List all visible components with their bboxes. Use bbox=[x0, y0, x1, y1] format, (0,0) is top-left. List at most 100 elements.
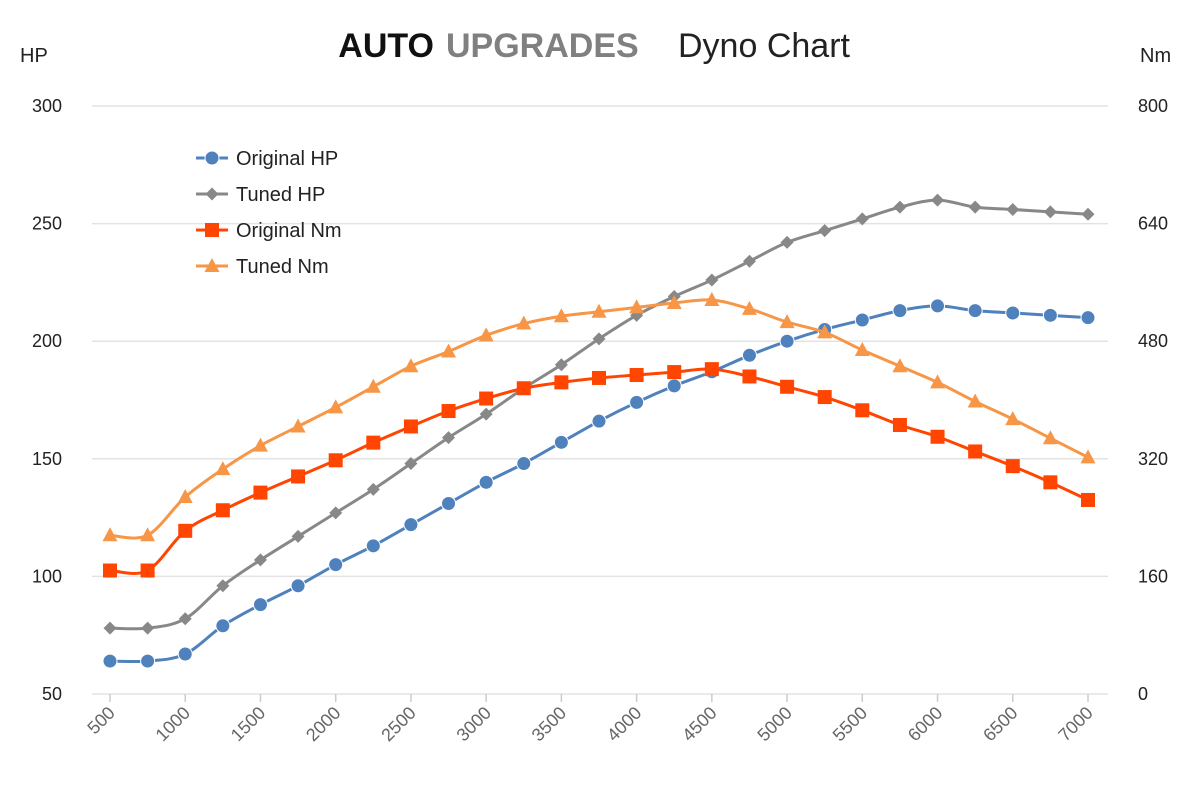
right-tick-label: 480 bbox=[1138, 331, 1168, 351]
x-tick-label: 2500 bbox=[377, 703, 419, 745]
data-point-original-hp bbox=[290, 578, 306, 594]
left-tick-label: 300 bbox=[32, 96, 62, 116]
data-point-original-nm bbox=[629, 368, 644, 383]
data-point-original-nm bbox=[441, 404, 456, 419]
data-point-tuned-hp bbox=[253, 553, 267, 567]
data-point-original-hp bbox=[478, 474, 494, 490]
data-point-original-nm bbox=[366, 435, 381, 450]
data-point-tuned-hp bbox=[216, 579, 230, 593]
legend-label: Tuned HP bbox=[236, 184, 325, 206]
data-point-tuned-hp bbox=[968, 200, 982, 214]
legend-marker bbox=[205, 223, 219, 237]
data-point-tuned-nm bbox=[779, 314, 795, 329]
data-point-original-hp bbox=[967, 303, 983, 319]
title-brand-bold: AUTO bbox=[338, 27, 434, 65]
data-point-original-nm bbox=[1081, 492, 1095, 507]
data-point-tuned-nm bbox=[516, 315, 532, 330]
left-tick-label: 50 bbox=[42, 684, 62, 704]
data-point-original-nm bbox=[930, 429, 945, 444]
data-point-tuned-nm bbox=[704, 292, 720, 307]
data-point-tuned-hp bbox=[931, 193, 945, 207]
data-point-tuned-hp bbox=[141, 621, 155, 635]
data-point-original-hp bbox=[591, 413, 607, 429]
legend-marker bbox=[204, 258, 220, 272]
data-point-tuned-nm bbox=[591, 303, 607, 318]
data-point-original-hp bbox=[140, 653, 156, 669]
left-tick-label: 200 bbox=[32, 331, 62, 351]
data-point-tuned-hp bbox=[554, 358, 568, 372]
data-point-original-nm bbox=[215, 503, 230, 518]
left-tick-label: 100 bbox=[32, 566, 62, 586]
x-tick-label: 500 bbox=[83, 703, 118, 738]
right-tick-label: 320 bbox=[1138, 449, 1168, 469]
left-tick-label: 150 bbox=[32, 449, 62, 469]
data-point-original-hp bbox=[102, 653, 118, 669]
legend-item-original-nm: Original Nm bbox=[196, 220, 342, 242]
data-point-original-hp bbox=[553, 434, 569, 450]
x-tick-label: 5000 bbox=[753, 703, 795, 745]
data-point-tuned-hp bbox=[329, 506, 343, 520]
data-point-original-hp bbox=[1080, 310, 1096, 326]
data-point-tuned-nm bbox=[328, 399, 344, 414]
x-tick-label: 7000 bbox=[1054, 703, 1096, 745]
data-point-tuned-nm bbox=[290, 418, 306, 433]
legend-item-tuned-hp: Tuned HP bbox=[196, 184, 325, 206]
right-tick-label: 0 bbox=[1138, 684, 1148, 704]
x-tick-label: 3500 bbox=[528, 703, 570, 745]
x-tick-label: 3000 bbox=[453, 703, 495, 745]
data-point-tuned-hp bbox=[103, 621, 117, 635]
data-point-original-hp bbox=[177, 646, 193, 662]
x-tick-label: 1500 bbox=[227, 703, 269, 745]
data-point-original-nm bbox=[178, 523, 193, 538]
data-point-tuned-hp bbox=[818, 224, 832, 238]
data-point-tuned-hp bbox=[479, 407, 493, 421]
legend-label: Tuned Nm bbox=[236, 256, 329, 278]
data-point-original-nm bbox=[554, 375, 569, 390]
data-point-tuned-nm bbox=[215, 461, 231, 476]
data-point-original-hp bbox=[403, 517, 419, 533]
data-point-tuned-nm bbox=[629, 299, 645, 314]
data-point-original-nm bbox=[479, 391, 494, 406]
data-point-tuned-nm bbox=[1042, 430, 1058, 445]
data-point-tuned-nm bbox=[403, 358, 419, 373]
data-point-tuned-hp bbox=[1043, 205, 1057, 219]
legend-marker bbox=[205, 187, 219, 201]
series-original-nm bbox=[103, 362, 1095, 578]
data-point-original-nm bbox=[403, 419, 418, 434]
data-point-original-hp bbox=[1005, 305, 1021, 321]
data-point-original-nm bbox=[592, 370, 606, 385]
series-tuned-hp bbox=[103, 193, 1095, 635]
data-point-tuned-nm bbox=[892, 358, 908, 373]
data-point-original-hp bbox=[629, 394, 645, 410]
data-point-tuned-hp bbox=[291, 529, 305, 543]
left-axis-unit: HP bbox=[20, 45, 48, 67]
data-point-tuned-hp bbox=[705, 273, 719, 287]
data-point-original-hp bbox=[666, 378, 682, 394]
data-point-original-nm bbox=[291, 469, 306, 484]
data-point-original-hp bbox=[441, 495, 457, 511]
data-point-original-nm bbox=[328, 453, 343, 468]
data-point-tuned-hp bbox=[1006, 202, 1020, 216]
data-point-tuned-nm bbox=[930, 374, 946, 389]
legend-label: Original Nm bbox=[236, 220, 342, 242]
data-point-original-nm bbox=[140, 563, 155, 578]
left-axis-ticks: 300 250 200 150 100 50 bbox=[32, 96, 62, 704]
data-point-original-nm bbox=[855, 403, 870, 418]
series-original-hp bbox=[102, 298, 1096, 669]
data-point-tuned-nm bbox=[666, 294, 682, 309]
x-tick-label: 5500 bbox=[829, 703, 871, 745]
data-point-tuned-nm bbox=[365, 378, 381, 393]
data-point-original-nm bbox=[1043, 475, 1058, 490]
data-point-tuned-hp bbox=[742, 254, 756, 268]
data-point-original-nm bbox=[1005, 459, 1020, 474]
data-point-original-nm bbox=[704, 362, 719, 377]
data-point-original-hp bbox=[930, 298, 946, 314]
data-point-tuned-nm bbox=[140, 527, 156, 542]
data-point-original-hp bbox=[741, 347, 757, 363]
data-point-tuned-nm bbox=[741, 300, 757, 315]
data-point-tuned-nm bbox=[252, 437, 268, 452]
data-point-original-nm bbox=[667, 365, 682, 380]
data-point-tuned-nm bbox=[817, 324, 833, 339]
right-tick-label: 160 bbox=[1138, 566, 1168, 586]
